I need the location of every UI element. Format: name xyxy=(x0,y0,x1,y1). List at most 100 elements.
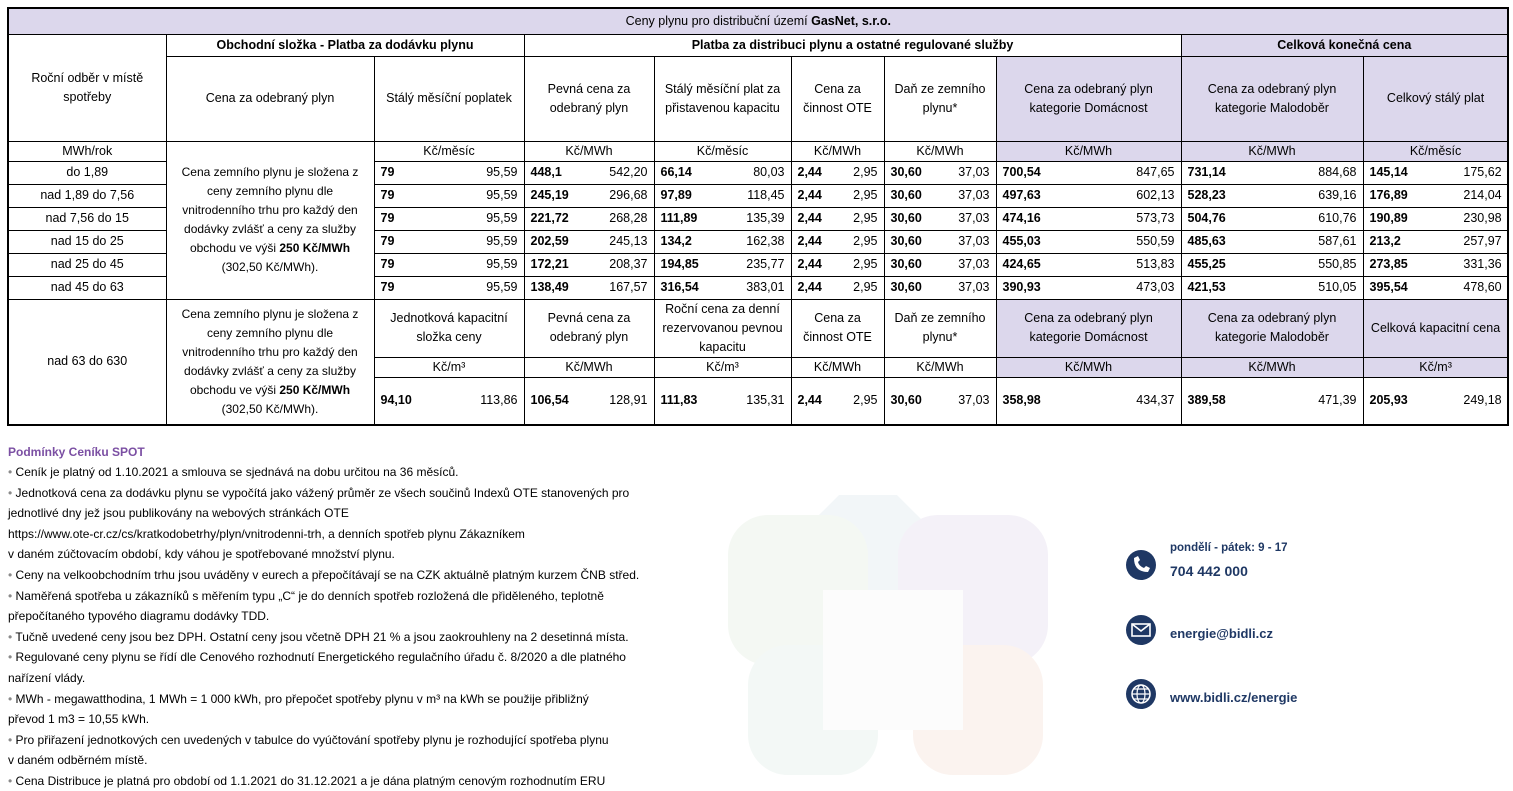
price-net: 205,93 xyxy=(1369,393,1408,408)
price-pair: 2,44 2,95 xyxy=(798,278,878,297)
price-cell: 424,65 513,83 xyxy=(995,252,1182,277)
price-cell: 30,60 37,03 xyxy=(883,252,997,277)
price-pair: 30,60 37,03 xyxy=(891,163,990,182)
notes-title: Podmínky Ceníku SPOT xyxy=(8,445,145,459)
note-line: Pro přiřazení jednotkových cen uvedených… xyxy=(8,730,708,751)
price-net: 2,44 xyxy=(797,393,822,408)
price-net: 2,44 xyxy=(797,257,822,271)
price-cell: 66,14 80,03 xyxy=(653,160,792,185)
price-gross: 434,37 xyxy=(1136,393,1175,408)
price-cell: 485,63 587,61 xyxy=(1180,229,1364,254)
price-cell: 2,44 2,95 xyxy=(790,376,885,426)
price-net: 497,63 xyxy=(1002,188,1041,202)
price-pair: 66,14 80,03 xyxy=(661,163,785,182)
table-row: Roční odběr v místě spotřeby Obchodní slo… xyxy=(7,33,1509,142)
price-pair: 111,89 135,39 xyxy=(661,209,785,228)
group-header: Celková konečná cena xyxy=(1180,33,1509,57)
price-gross: 257,97 xyxy=(1463,234,1502,248)
price-gross: 471,39 xyxy=(1318,393,1357,408)
price-gross: 602,13 xyxy=(1136,188,1175,202)
price-pair: 145,14 175,62 xyxy=(1370,163,1502,182)
price-pair: 172,21 208,37 xyxy=(531,255,648,274)
group-header: Platba za distribuci plynu a ostatné reg… xyxy=(523,33,1182,57)
price-cell: 497,63 602,13 xyxy=(995,183,1182,208)
table-row: nad 15 do 25 79 95,59 202,59 245,13 134,2 162,… xyxy=(7,229,1509,254)
price-cell: 176,89 214,04 xyxy=(1362,183,1509,208)
note-line: přepočítaného typového diagramu dodávky … xyxy=(8,609,270,624)
price-gross: 95,59 xyxy=(486,280,518,294)
column-header: Cena za činnost OTE xyxy=(790,298,885,358)
note-line: https://www.ote-cr.cz/cs/kratkodobetrhy/… xyxy=(8,526,525,541)
price-gross: 331,36 xyxy=(1463,257,1502,271)
price-cell: 79 95,59 xyxy=(373,229,525,254)
unit: Kč/MWh xyxy=(1180,140,1364,162)
column-header: Jednotková kapacitní složka ceny xyxy=(373,298,525,358)
price-pair: 111,83 135,31 xyxy=(661,391,785,410)
unit: MWh/rok xyxy=(7,140,167,162)
price-net: 111,83 xyxy=(660,393,698,408)
note-line: Ceny na velkoobchodním trhu jsou uváděny… xyxy=(8,565,708,586)
note-line: Naměřená spotřeba u zákazníků s měřením … xyxy=(8,586,708,607)
price-gross: 610,76 xyxy=(1318,211,1357,225)
column-header: Cena za odebraný plyn xyxy=(165,55,375,142)
description-text: Cena zemního plynu je složena z ceny zem… xyxy=(181,306,359,397)
price-cell: 273,85 331,36 xyxy=(1362,252,1509,277)
price-cell: 245,19 296,68 xyxy=(523,183,655,208)
price-gross: 37,03 xyxy=(958,393,990,408)
price-pair: 194,85 235,77 xyxy=(661,255,785,274)
price-cell: 79 95,59 xyxy=(373,275,525,300)
price-gross: 37,03 xyxy=(958,280,990,294)
contact-email: energie@bidli.cz xyxy=(1170,626,1273,641)
price-cell: 731,14 884,68 xyxy=(1180,160,1364,185)
price-cell: 30,60 37,03 xyxy=(883,229,997,254)
price-net: 79 xyxy=(380,165,395,179)
unit: Kč/MWh xyxy=(523,356,655,378)
price-pair: 176,89 214,04 xyxy=(1370,186,1502,205)
price-gross: 113,86 xyxy=(480,393,518,408)
price-gross: 37,03 xyxy=(958,211,990,225)
price-gross: 847,65 xyxy=(1136,165,1175,179)
price-net: 389,58 xyxy=(1187,393,1226,408)
contact-phone: 704 442 000 xyxy=(1170,563,1248,579)
price-cell: 30,60 37,03 xyxy=(883,206,997,231)
price-gross: 473,03 xyxy=(1136,280,1175,294)
price-pair: 94,10 113,86 xyxy=(381,391,518,410)
price-gross: 162,38 xyxy=(746,234,785,248)
price-net: 358,98 xyxy=(1002,393,1041,408)
column-header: Celkový stálý plat xyxy=(1362,55,1509,142)
price-gross: 587,61 xyxy=(1318,234,1357,248)
price-cell: 2,44 2,95 xyxy=(790,275,885,300)
column-header: Celková kapacitní cena xyxy=(1362,298,1509,358)
price-net: 172,21 xyxy=(530,257,569,271)
column-header: Cena za odebraný plyn kategorie Malodobě… xyxy=(1180,55,1364,142)
unit: Kč/měsíc xyxy=(1362,140,1509,162)
table-row: MWh/rok Cena zemního plynu je složena z c… xyxy=(7,140,1509,300)
price-gross: 230,98 xyxy=(1463,211,1502,225)
price-cell: 474,16 573,73 xyxy=(995,206,1182,231)
price-pair: 245,19 296,68 xyxy=(531,186,648,205)
note-line: Regulované ceny plynu se řídí dle Cenové… xyxy=(8,647,708,668)
price-cell: 79 95,59 xyxy=(373,206,525,231)
price-cell: 194,85 235,77 xyxy=(653,252,792,277)
price-net: 138,49 xyxy=(530,280,569,294)
price-net: 66,14 xyxy=(660,165,692,179)
price-gross: 235,77 xyxy=(746,257,785,271)
column-header: Stálý měsíční plat za přistavenou kapaci… xyxy=(653,55,792,142)
price-net: 202,59 xyxy=(530,234,569,248)
price-pair: 421,53 510,05 xyxy=(1188,278,1357,297)
price-gross: 118,45 xyxy=(747,188,785,202)
price-net: 190,89 xyxy=(1369,211,1408,225)
price-pair: 205,93 249,18 xyxy=(1370,391,1502,410)
price-net: 700,54 xyxy=(1002,165,1041,179)
price-gross: 2,95 xyxy=(853,393,878,408)
price-gross: 95,59 xyxy=(486,211,518,225)
price-net: 474,16 xyxy=(1002,211,1041,225)
price-net: 106,54 xyxy=(530,393,569,408)
price-pair: 30,60 37,03 xyxy=(891,186,990,205)
price-pair: 97,89 118,45 xyxy=(661,186,785,205)
price-pair: 2,44 2,95 xyxy=(798,209,878,228)
price-pair: 731,14 884,68 xyxy=(1188,163,1357,182)
table-row: nad 63 do 630 Cena zemního plynu je slože… xyxy=(7,298,1509,426)
price-net: 2,44 xyxy=(797,165,822,179)
price-net: 316,54 xyxy=(660,280,699,294)
